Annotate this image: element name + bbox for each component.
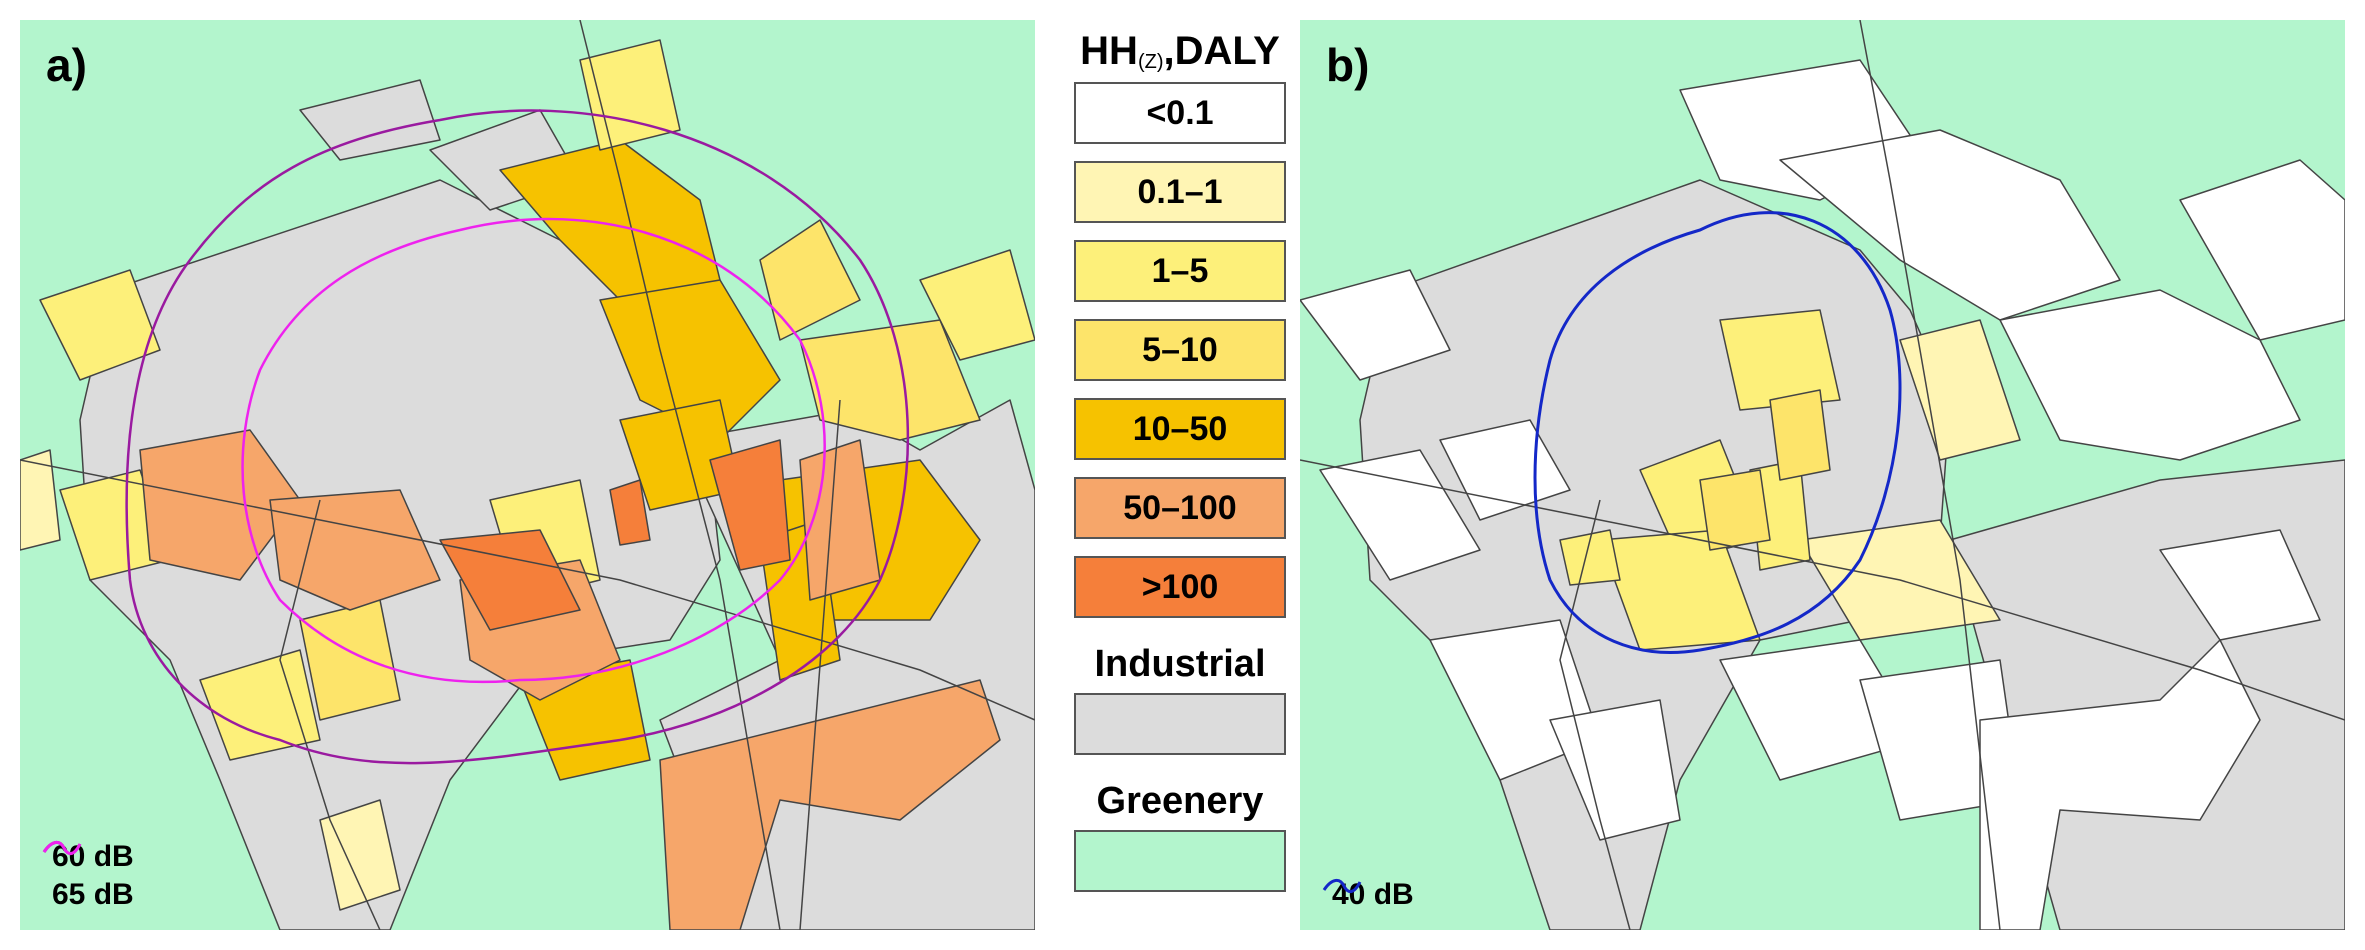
district-gt-100 — [439, 529, 581, 631]
contour-line-swatch — [1322, 879, 1362, 893]
contour-label: 40 dB — [1332, 878, 1414, 911]
district-1-5 — [579, 39, 681, 151]
district-map-b — [1300, 20, 2345, 930]
road — [1300, 459, 2345, 721]
district-white — [1779, 129, 2121, 321]
legend-class-gt-100: >100 — [1074, 556, 1286, 618]
district-0-1-1 — [319, 799, 401, 911]
legend-class-0-1-1: 0.1–1 — [1074, 161, 1286, 223]
contour-40-db — [1533, 211, 1902, 654]
map-legend: HH(Z),DALY <0.1 0.1–1 1–5 5–10 10–50 50–… — [1068, 20, 1292, 930]
district-5-10 — [1769, 389, 1831, 481]
district-10-50 — [599, 279, 781, 441]
district-white — [1319, 449, 1481, 581]
district-50-100 — [269, 489, 441, 611]
contour-line-swatch — [42, 841, 82, 855]
district-white — [1979, 639, 2261, 930]
legend-title: HH(Z),DALY — [1080, 29, 1280, 73]
contour-65-db — [241, 217, 826, 684]
road — [279, 499, 381, 930]
district-1-5 — [919, 249, 1035, 361]
district-0-1-1 — [1899, 319, 2021, 461]
legend-industrial-label: Industrial — [1094, 643, 1266, 685]
district-1-5 — [1719, 309, 1841, 411]
district-5-10 — [799, 319, 981, 441]
legend-class-1-5: 1–5 — [1074, 240, 1286, 302]
district-white — [1549, 699, 1681, 841]
legend-greenery-swatch — [1074, 830, 1286, 892]
contour-label: 65 dB — [52, 878, 134, 911]
contour-legend-item: 65 dB — [42, 841, 134, 914]
district-gt-100 — [609, 479, 651, 546]
road — [20, 459, 1035, 721]
contour-legend-a: 60 dB 65 dB — [42, 838, 134, 914]
district-50-100 — [659, 679, 1001, 930]
district-0-1-1 — [20, 449, 61, 551]
panel-label-a: a) — [46, 39, 87, 91]
district-1-5 — [39, 269, 161, 381]
legend-industrial-swatch — [1074, 693, 1286, 755]
district-white — [2159, 529, 2321, 641]
road — [579, 20, 781, 930]
legend-class-10-50: 10–50 — [1074, 398, 1286, 460]
district-1-5 — [199, 649, 321, 761]
industrial-zone — [299, 79, 441, 161]
district-white — [1300, 269, 1451, 381]
map-panel-a: a) 60 dB 65 dB — [20, 20, 1035, 930]
legend-class-50-100: 50–100 — [1074, 477, 1286, 539]
district-50-100 — [139, 429, 301, 581]
district-map-a — [20, 20, 1035, 930]
map-panel-b: b) 40 dB — [1300, 20, 2345, 930]
district-white — [2179, 159, 2345, 341]
legend-greenery-label: Greenery — [1096, 780, 1264, 822]
district-5-10 — [1699, 469, 1771, 551]
road — [1559, 499, 1631, 930]
contour-label: 60 dB — [52, 840, 134, 873]
contour-legend-item: 40 dB — [1322, 876, 1414, 914]
district-white — [1999, 289, 2301, 461]
panel-label-b: b) — [1326, 39, 1370, 91]
contour-60-db — [125, 109, 910, 765]
district-1-5 — [1599, 529, 1761, 651]
legend-class-lt-0-1: <0.1 — [1074, 82, 1286, 144]
contour-legend-b: 40 dB — [1322, 876, 1414, 914]
legend-class-5-10: 5–10 — [1074, 319, 1286, 381]
district-5-10 — [759, 219, 861, 341]
road — [799, 399, 841, 930]
district-gt-100 — [709, 439, 791, 571]
road — [1859, 20, 2001, 930]
district-1-5 — [1559, 529, 1621, 586]
